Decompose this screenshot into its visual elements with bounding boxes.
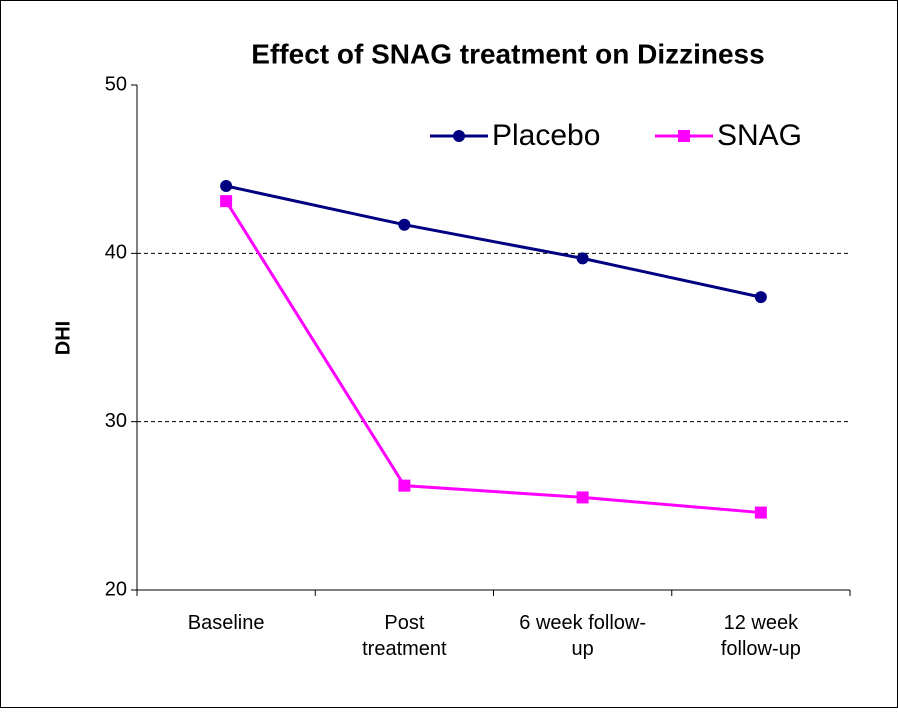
x-tick-label: Baseline [187,612,265,634]
legend-label: Placebo [492,119,600,152]
chart-title: Effect of SNAG treatment on Dizziness [251,38,764,69]
legend-label: SNAG [717,119,802,152]
data-point [220,195,233,208]
y-tick-label: 50 [105,73,127,95]
y-tick-label: 30 [105,410,127,432]
series-line [224,200,762,515]
y-tick-label: 40 [105,242,127,264]
data-point [754,291,767,304]
data-point [576,491,589,504]
data-point [398,218,411,231]
data-point [754,506,767,519]
x-tick-label-box: Baseline [187,612,265,634]
legend-marker [678,130,690,142]
y-tick-label: 20 [105,578,127,600]
legend-marker [453,130,465,142]
y-axis-label: DHI [52,321,74,355]
x-tick-label: 12 week follow-up [720,612,801,660]
data-point [398,479,411,492]
x-tick-label: 6 week follow-up [519,612,646,660]
data-point [576,252,589,265]
series-line [225,184,762,299]
x-tick-label: Post treatment [362,612,447,660]
data-point [220,180,233,192]
x-tick-label-box: 6 week follow-up [519,612,646,660]
x-tick-label-box: 12 week follow-up [720,612,801,660]
x-tick-label-box: Post treatment [362,612,447,660]
